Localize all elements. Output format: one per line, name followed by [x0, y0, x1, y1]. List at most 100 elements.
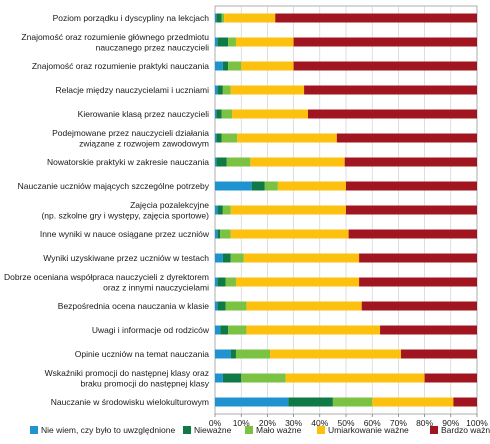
bar-segment — [344, 157, 477, 167]
bar-segment — [270, 349, 402, 359]
bar-segment — [285, 373, 425, 383]
bar-segment — [215, 85, 218, 95]
bar-segment — [215, 397, 289, 407]
legend-label: Mało ważne — [256, 425, 302, 435]
bar-segment — [215, 349, 231, 359]
bar-segment — [424, 373, 477, 383]
bar-segment — [215, 13, 217, 23]
bar-segment — [220, 229, 231, 239]
bar-segment — [228, 61, 242, 71]
category-label: Inne wyniki w nauce osiągane przez uczni… — [40, 229, 210, 239]
x-tick-label: 30% — [285, 418, 302, 428]
bar-segment — [217, 277, 226, 287]
bar-segment — [215, 181, 252, 191]
legend-label: Nieważne — [194, 425, 232, 435]
bar-segment — [215, 157, 217, 167]
bar-segment — [217, 229, 221, 239]
bar-segment — [222, 85, 231, 95]
bar-segment — [251, 181, 265, 191]
bar-segment — [230, 85, 305, 95]
bar-segment — [215, 205, 218, 215]
bar-segment — [216, 13, 222, 23]
bar-segment — [228, 325, 247, 335]
bar-segment — [246, 325, 381, 335]
category-label: Nauczanie w środowisku wielokulturowym — [51, 397, 209, 407]
bar-segment — [216, 133, 222, 143]
legend-swatch — [30, 426, 38, 434]
category-label: Znajomość oraz rozumienie praktyki naucz… — [32, 61, 209, 71]
category-label: Nowatorskie praktyki w zakresie nauczani… — [47, 157, 209, 167]
bar-segment — [215, 325, 221, 335]
category-label: Wyniki uzyskiwane przez uczniów w testac… — [43, 253, 209, 263]
bar-segment — [336, 133, 477, 143]
bar-segment — [235, 349, 271, 359]
category-labels: Poziom porządku i dyscypliny na lekcjach… — [4, 13, 210, 407]
bar-segment — [215, 253, 223, 263]
bar-segment — [361, 301, 477, 311]
legend-swatch — [317, 426, 325, 434]
bar-segment — [222, 253, 231, 263]
x-tick-label: 60% — [364, 418, 381, 428]
bar-segment — [215, 277, 218, 287]
bar-segment — [222, 205, 231, 215]
x-tick-label: 0% — [209, 418, 222, 428]
category-label: Uwagi i informacje od rodziców — [92, 325, 210, 335]
bar-segment — [243, 253, 360, 263]
category-label: Bezpośrednia ocena nauczania w klasie — [58, 301, 209, 311]
bar-segment — [216, 157, 227, 167]
bar-segment — [225, 301, 247, 311]
bar-segment — [401, 349, 477, 359]
category-label: Relacje między nauczycielami i uczniami — [55, 85, 209, 95]
bar-segment — [380, 325, 477, 335]
bar-segment — [221, 109, 233, 119]
bar-segment — [237, 133, 337, 143]
category-label: Opinie uczniów na temat nauczania — [75, 349, 209, 359]
bar-segment — [275, 13, 477, 23]
x-tick-label: 10% — [233, 418, 250, 428]
bar-segment — [215, 37, 218, 47]
bar-segment — [359, 277, 477, 287]
bar-segment — [215, 373, 223, 383]
bar-segment — [235, 277, 360, 287]
legend-swatch — [245, 426, 253, 434]
bar-segment — [246, 301, 362, 311]
bar-segment — [224, 13, 276, 23]
bar-segment — [215, 133, 217, 143]
bar-segment — [250, 157, 345, 167]
category-label: Podejmowane przez nauczycieli działania — [52, 128, 209, 138]
x-axis: 0% 10% 20% 30% 40% 50% 60% 70% 80% 90% 100% — [209, 414, 488, 428]
bar-segment — [308, 109, 477, 119]
bar-segment — [277, 181, 346, 191]
bar-segment — [220, 325, 229, 335]
bar-segment — [222, 373, 242, 383]
bar-segment — [304, 85, 477, 95]
bar-segment — [215, 61, 223, 71]
bar-segment — [230, 349, 236, 359]
bar-segment — [225, 277, 236, 287]
bar-segment — [346, 181, 477, 191]
bar-segment — [264, 181, 278, 191]
bar-segment — [226, 157, 251, 167]
bar-segment — [346, 205, 477, 215]
bar-segment — [293, 37, 477, 47]
category-label: Znajomość oraz rozumienie głównego przed… — [21, 32, 209, 42]
bar-segment — [241, 373, 286, 383]
legend-swatch — [430, 426, 438, 434]
bar-segment — [453, 397, 477, 407]
x-tick-label: 80% — [416, 418, 433, 428]
bar-segment — [221, 133, 238, 143]
bar-segment — [230, 253, 244, 263]
bar-segment — [230, 205, 346, 215]
category-label: (np. szkolne gry i występy, zajęcia spor… — [41, 210, 209, 220]
x-tick-label: 50% — [337, 418, 354, 428]
legend-label: Bardzo ważne — [441, 425, 490, 435]
x-tick-label: 40% — [311, 418, 328, 428]
legend-label: Nie wiem, czy było to uwzględnione — [41, 425, 175, 435]
category-label: Poziom porządku i dyscypliny na lekcjach — [53, 13, 210, 23]
bar-segment — [217, 85, 223, 95]
legend-label: Umiarkowanie ważne — [328, 425, 409, 435]
category-label: Nauczanie uczniów mających szczególne po… — [18, 181, 210, 191]
category-label: Zajęcia pozalekcyjne — [130, 200, 209, 210]
x-tick-label: 90% — [442, 418, 459, 428]
